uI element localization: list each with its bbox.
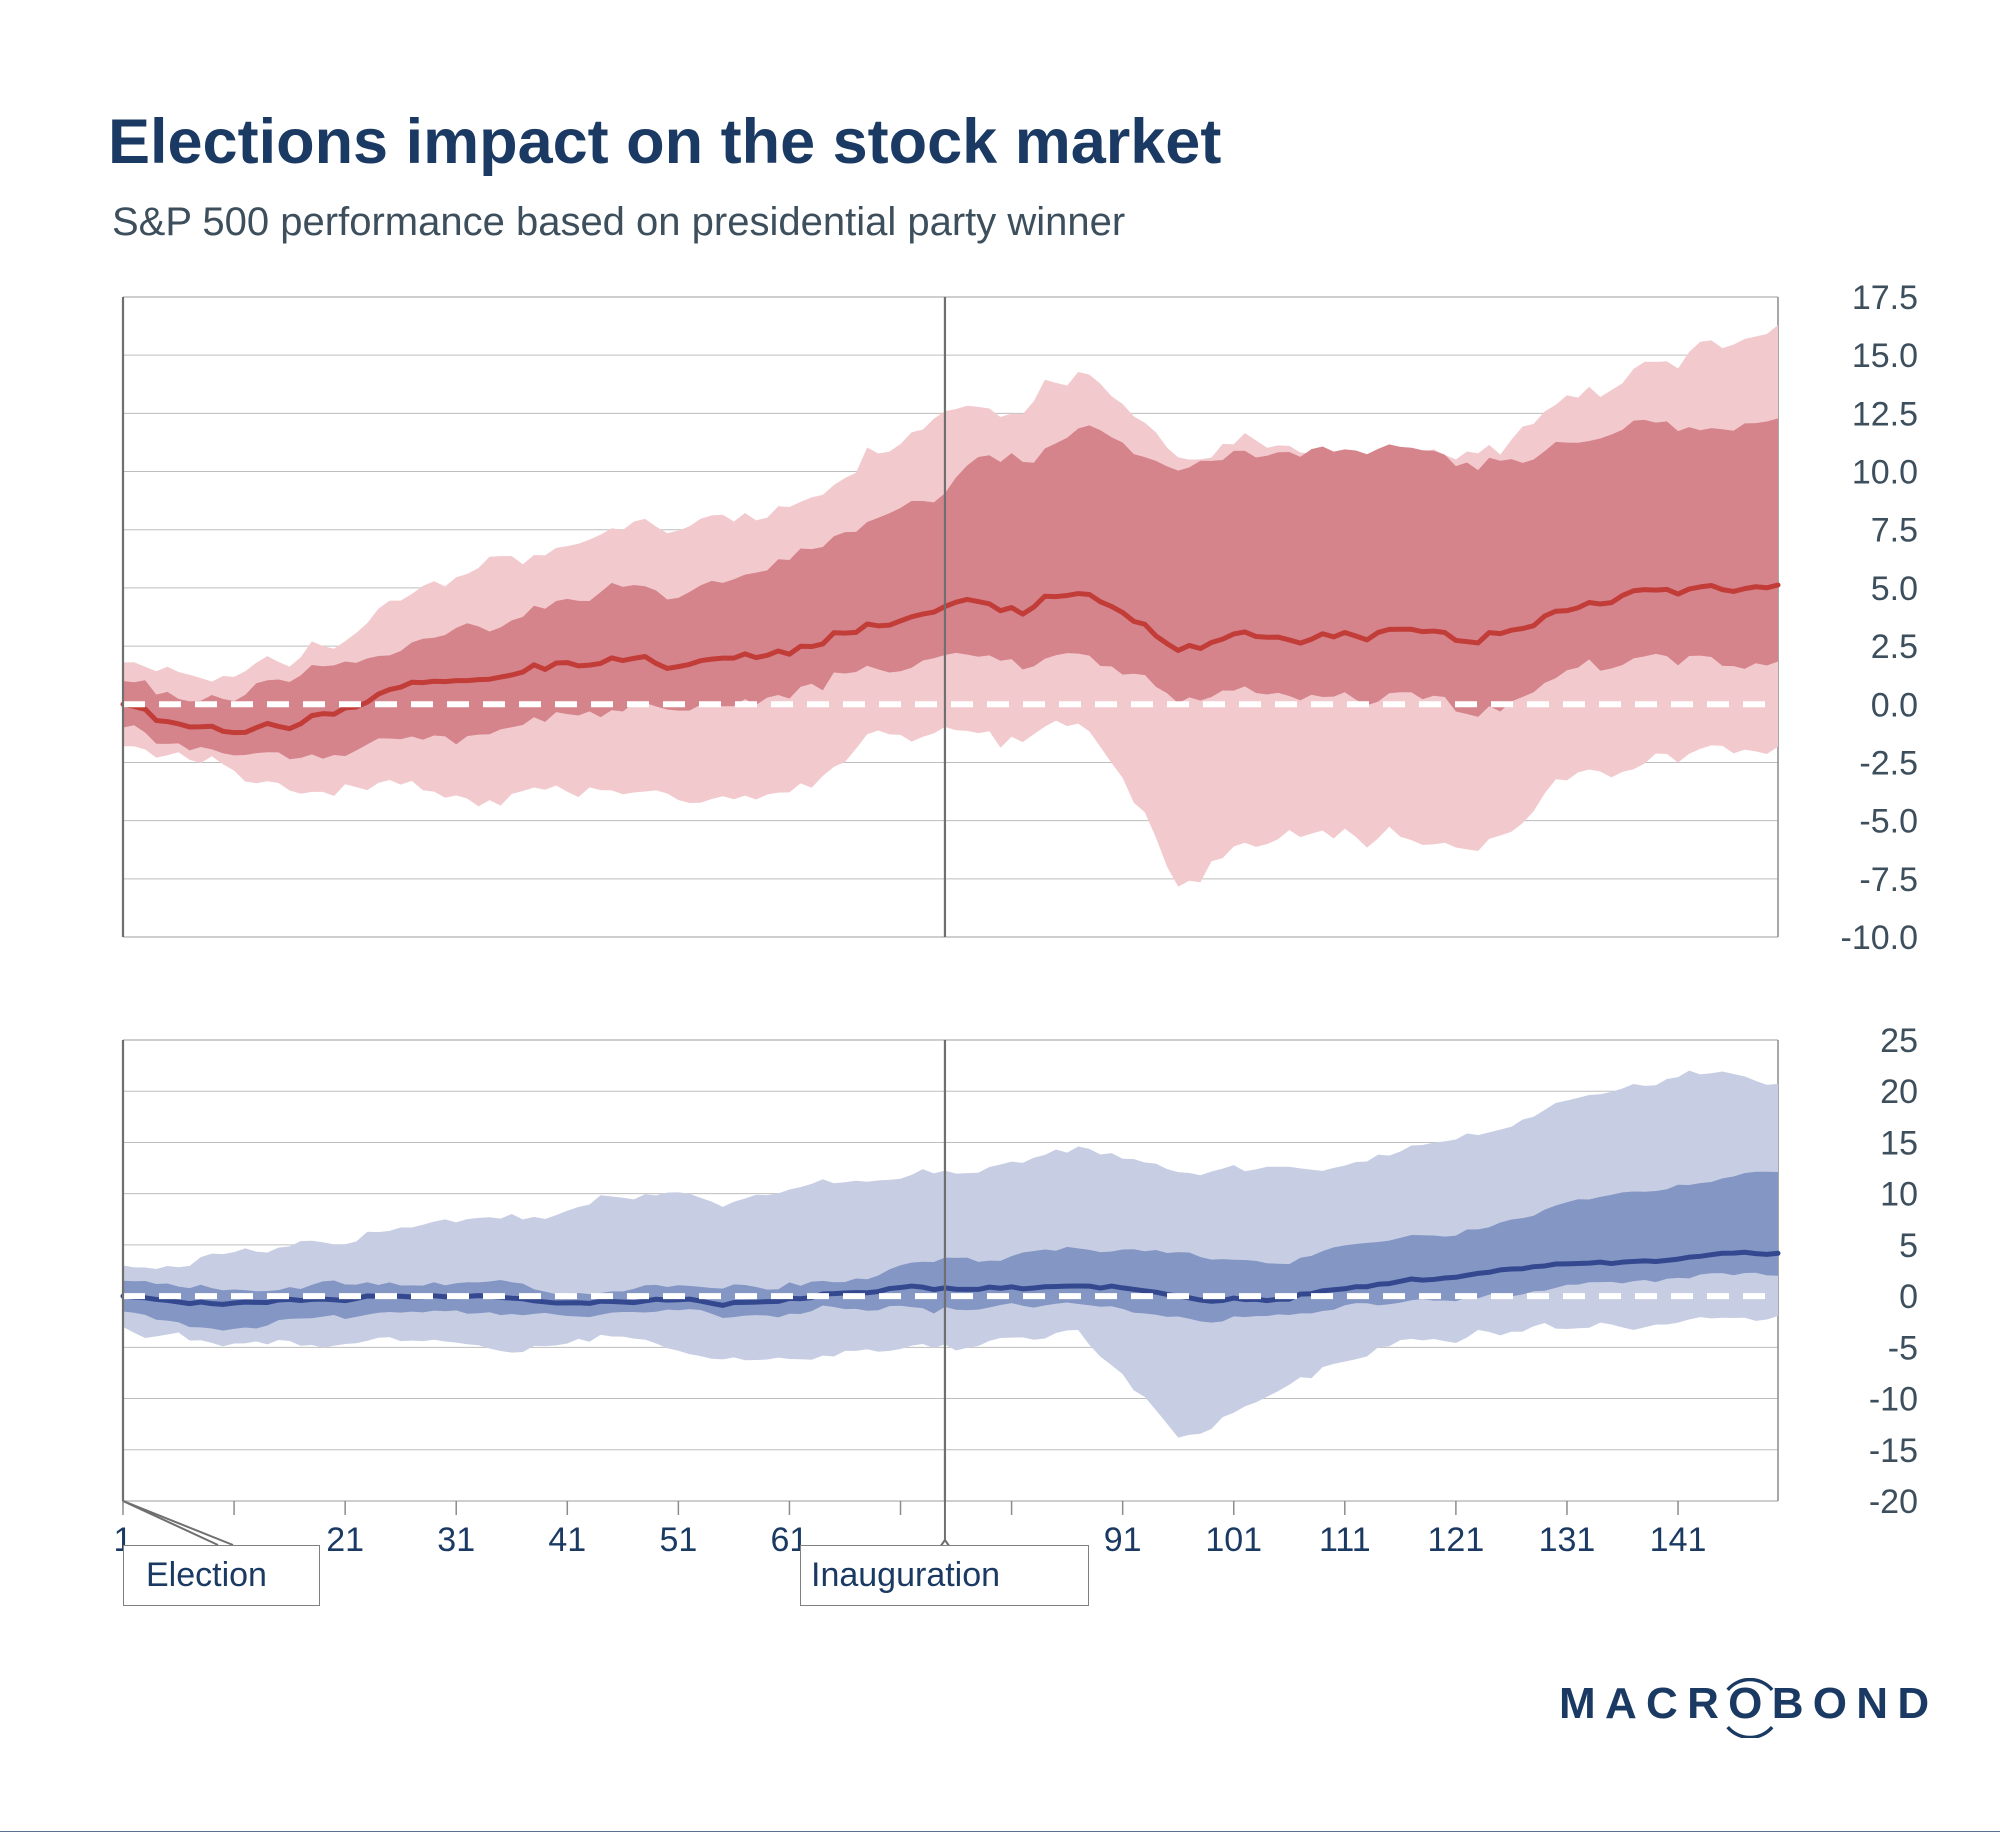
svg-text:5: 5 [1899,1227,1918,1265]
svg-text:25: 25 [1880,1022,1918,1060]
svg-text:0: 0 [1899,1278,1918,1316]
svg-text:-10.0: -10.0 [1841,919,1919,957]
svg-text:-5.0: -5.0 [1859,803,1918,841]
svg-text:15.0: 15.0 [1852,337,1918,375]
svg-text:-5: -5 [1888,1329,1918,1367]
svg-text:15: 15 [1880,1124,1918,1162]
svg-text:MACROBOND: MACROBOND [1559,1679,1938,1728]
svg-text:17.5: 17.5 [1852,279,1918,317]
svg-text:0.0: 0.0 [1871,686,1918,724]
svg-text:-7.5: -7.5 [1859,861,1918,899]
svg-text:-15: -15 [1869,1432,1918,1470]
svg-text:7.5: 7.5 [1871,512,1918,550]
svg-text:-20: -20 [1869,1483,1918,1521]
svg-text:-2.5: -2.5 [1859,744,1918,782]
svg-text:10: 10 [1880,1176,1918,1214]
svg-text:20: 20 [1880,1073,1918,1111]
svg-text:12.5: 12.5 [1852,395,1918,433]
svg-text:-10: -10 [1869,1381,1918,1419]
svg-text:5.0: 5.0 [1871,570,1918,608]
svg-text:10.0: 10.0 [1852,454,1918,492]
svg-text:2.5: 2.5 [1871,628,1918,666]
